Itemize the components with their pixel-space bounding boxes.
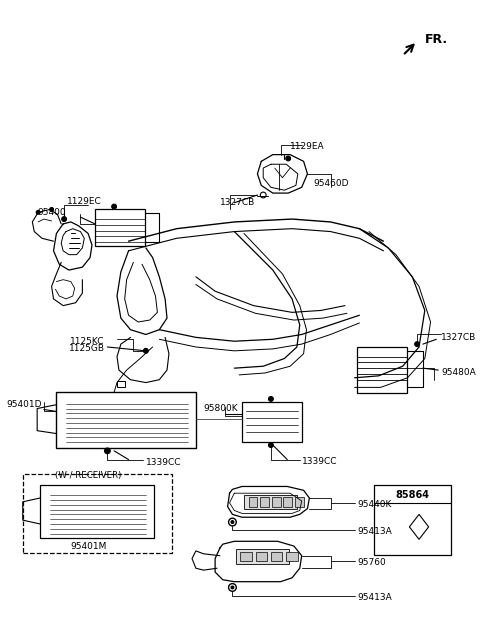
Circle shape bbox=[231, 586, 234, 589]
Bar bbox=[23, 474, 172, 553]
Bar bbox=[295, 497, 304, 507]
Text: 1129EA: 1129EA bbox=[290, 142, 325, 151]
Circle shape bbox=[268, 442, 273, 448]
Text: 95800K: 95800K bbox=[204, 404, 238, 413]
Text: 95440K: 95440K bbox=[358, 500, 392, 509]
Text: 1327CB: 1327CB bbox=[220, 198, 255, 207]
Text: 95401M: 95401M bbox=[70, 541, 107, 550]
Bar bbox=[240, 552, 252, 561]
Circle shape bbox=[105, 448, 110, 454]
Bar bbox=[242, 402, 302, 442]
Bar bbox=[95, 210, 145, 246]
Bar bbox=[249, 497, 257, 507]
Bar bbox=[117, 381, 125, 387]
Circle shape bbox=[112, 204, 117, 209]
Bar bbox=[244, 495, 297, 509]
Text: 1125KC: 1125KC bbox=[70, 337, 105, 346]
Circle shape bbox=[62, 217, 67, 221]
Text: 1339CC: 1339CC bbox=[302, 457, 337, 466]
Circle shape bbox=[415, 341, 420, 347]
Text: 95401D: 95401D bbox=[6, 400, 42, 409]
Circle shape bbox=[286, 156, 290, 161]
Text: 95480A: 95480A bbox=[441, 368, 476, 377]
Bar bbox=[358, 347, 408, 393]
Bar bbox=[374, 485, 451, 555]
Text: (W / RECEIVER): (W / RECEIVER) bbox=[55, 471, 121, 480]
Text: 1339CC: 1339CC bbox=[146, 458, 181, 467]
Text: 95400: 95400 bbox=[37, 208, 66, 217]
Bar bbox=[255, 552, 267, 561]
Bar bbox=[260, 497, 269, 507]
Text: 95460D: 95460D bbox=[313, 179, 349, 188]
Bar bbox=[286, 552, 298, 561]
Text: 1125GB: 1125GB bbox=[69, 345, 105, 354]
Text: 1327CB: 1327CB bbox=[441, 333, 477, 342]
Bar bbox=[283, 497, 292, 507]
Circle shape bbox=[268, 397, 273, 401]
Bar bbox=[40, 485, 154, 538]
Bar bbox=[57, 392, 196, 448]
Text: 1129EC: 1129EC bbox=[67, 197, 102, 206]
Text: 95760: 95760 bbox=[358, 558, 386, 567]
Bar bbox=[236, 549, 289, 565]
Circle shape bbox=[49, 208, 53, 212]
Circle shape bbox=[36, 210, 40, 214]
Text: 85864: 85864 bbox=[396, 490, 429, 500]
Text: 95413A: 95413A bbox=[358, 527, 392, 536]
Bar bbox=[272, 497, 280, 507]
Circle shape bbox=[231, 521, 234, 523]
Text: 95413A: 95413A bbox=[358, 593, 392, 602]
Circle shape bbox=[144, 349, 148, 353]
Bar bbox=[271, 552, 282, 561]
Text: FR.: FR. bbox=[425, 33, 448, 46]
